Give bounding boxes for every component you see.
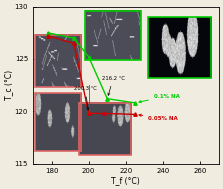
X-axis label: T_f (°C): T_f (°C) (112, 176, 140, 185)
Bar (35, 35, 81, 87)
Text: 200.3 °C: 200.3 °C (74, 86, 97, 110)
Y-axis label: T_c (°C): T_c (°C) (4, 70, 13, 100)
Text: 216.2 °C: 216.2 °C (102, 76, 125, 95)
Text: 0.1% NA: 0.1% NA (139, 94, 180, 103)
Bar (85, 11, 141, 60)
Bar (79, 103, 131, 155)
Text: 0.05% NA: 0.05% NA (139, 114, 178, 121)
Bar (35, 94, 81, 151)
Bar (148, 17, 211, 78)
